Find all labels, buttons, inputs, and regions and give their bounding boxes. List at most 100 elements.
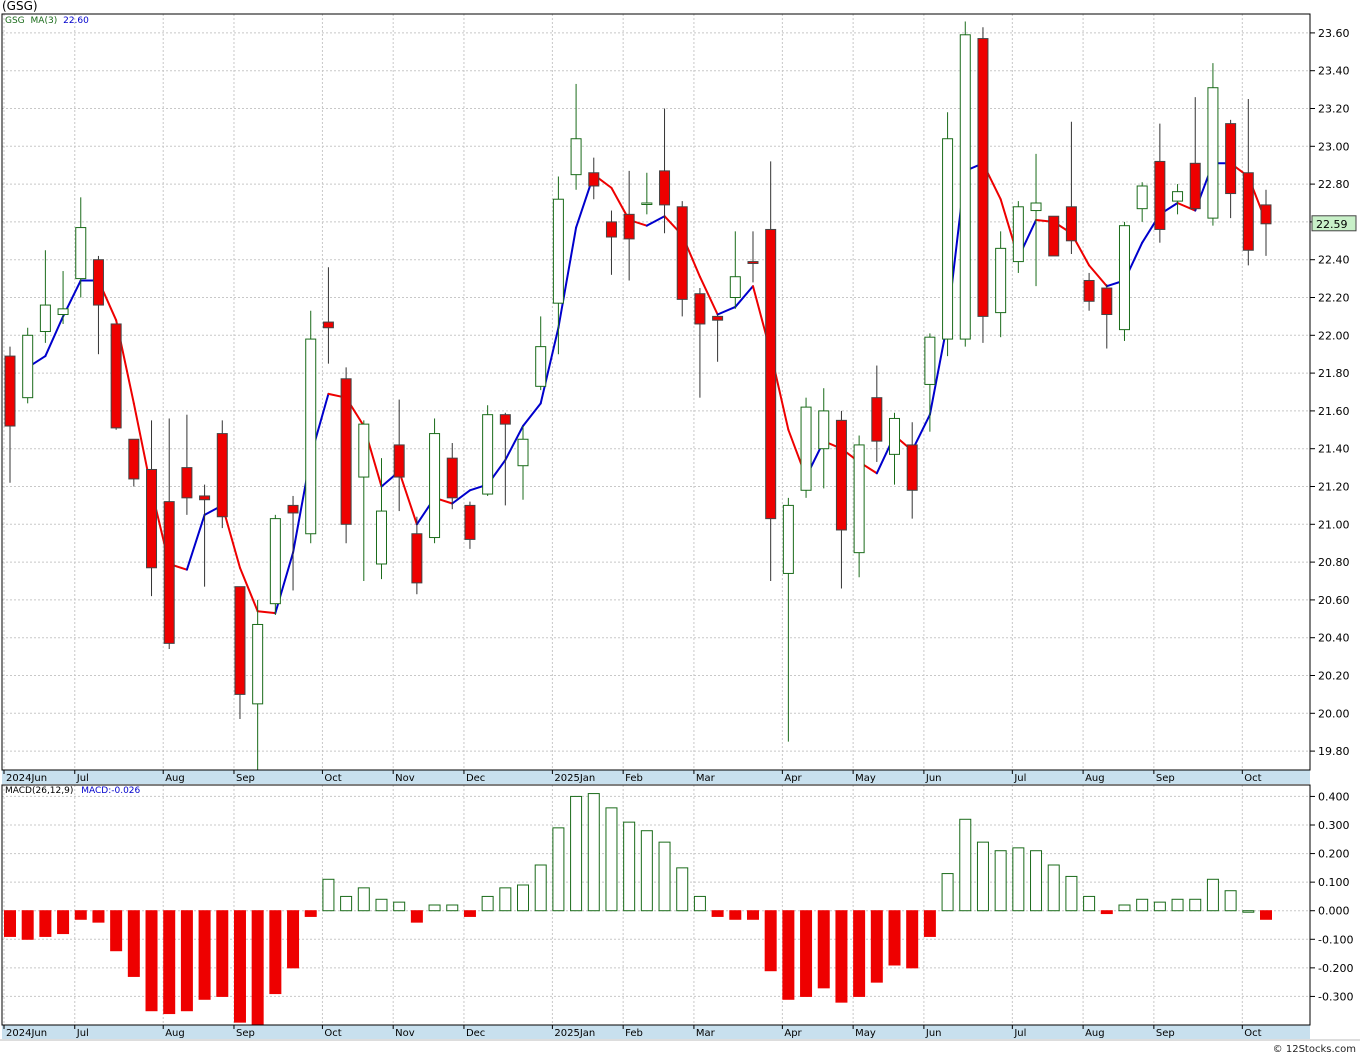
y-tick-label: 21.60 <box>1318 405 1350 418</box>
candle-body <box>570 138 582 176</box>
candle-body <box>375 510 387 565</box>
candle-body <box>446 457 458 499</box>
ma-segment <box>716 305 737 316</box>
x-tick-label: Sep <box>236 1028 255 1039</box>
candle-body <box>358 423 370 478</box>
y-tick-label: 20.00 <box>1318 707 1350 720</box>
macd-bar <box>287 910 300 969</box>
chart-title: (GSG) <box>2 0 38 13</box>
x-tick-label: Apr <box>784 773 802 784</box>
candle-body <box>252 623 264 705</box>
candle-body <box>517 438 529 467</box>
moving-average-line <box>26 162 1267 615</box>
macd-bars <box>4 793 1272 1026</box>
ma-segment <box>522 402 542 428</box>
candle-body <box>1172 191 1184 202</box>
candle-body <box>552 198 564 304</box>
last-price-badge: 22.59 <box>1311 215 1357 232</box>
candle-body <box>39 304 51 333</box>
ma-segment <box>398 470 418 526</box>
macd-bar <box>994 850 1007 912</box>
ma-segment <box>238 566 259 613</box>
y-tick-label: 22.00 <box>1318 329 1350 342</box>
candle-body <box>1260 204 1272 225</box>
x-tick-label: May <box>855 1028 876 1039</box>
candle-body <box>110 323 122 429</box>
candle-body <box>1154 160 1166 230</box>
y-tick-label: 0.100 <box>1318 876 1350 889</box>
macd-bar <box>941 873 954 912</box>
candle-body <box>393 444 405 478</box>
candle-body <box>269 518 281 605</box>
candle-body <box>234 586 246 695</box>
candle-body <box>199 495 211 501</box>
candle-body <box>694 293 706 325</box>
macd-bar <box>410 910 423 923</box>
price-x-axis: 2024Jun Jul Aug Sep Oct Nov Dec 2025Jan Feb Mar Ap… <box>2 770 1310 784</box>
candle-body <box>482 414 494 495</box>
candle-body <box>464 504 476 540</box>
macd-bar <box>976 841 989 912</box>
candle-body <box>623 213 635 240</box>
candle-body <box>782 504 794 574</box>
candle-body <box>499 414 511 425</box>
candle-body <box>1225 123 1237 195</box>
ma-segment <box>734 285 754 308</box>
ma-segment <box>1176 202 1197 212</box>
macd-bar <box>853 910 866 997</box>
x-tick-label: Mar <box>696 1028 716 1039</box>
y-tick-label: 20.40 <box>1318 632 1350 645</box>
candle-body <box>1118 225 1130 331</box>
macd-y-axis: -0.300 -0.200 -0.100 0.000 0.100 0.200 0.300 0.… <box>1310 790 1353 1003</box>
macd-bar <box>1224 890 1237 912</box>
x-tick-label: Jul <box>76 773 89 784</box>
x-tick-label: Feb <box>625 773 643 784</box>
macd-bar <box>623 821 636 912</box>
y-tick-label: 20.80 <box>1318 556 1350 569</box>
y-tick-label: 0.300 <box>1318 819 1350 832</box>
candle-body <box>340 378 352 525</box>
y-tick-label: 20.20 <box>1318 670 1350 683</box>
candle-body <box>924 336 936 385</box>
macd-bar <box>145 910 158 1012</box>
x-tick-label: Jul <box>76 1028 89 1039</box>
y-tick-label: 0.200 <box>1318 848 1350 861</box>
ma-segment <box>645 215 666 227</box>
candle-body <box>1012 206 1024 263</box>
macd-bar <box>1012 847 1025 912</box>
symbol-label: GSG <box>5 16 25 26</box>
x-tick-label: Dec <box>466 773 485 784</box>
candle-body <box>676 206 688 300</box>
candle-body <box>1207 87 1219 219</box>
macd-bar <box>1153 901 1166 912</box>
macd-bar <box>959 818 972 912</box>
macd-bar <box>676 867 689 912</box>
candle-body <box>4 355 16 427</box>
candle-body <box>535 346 547 387</box>
candle-body <box>322 321 334 329</box>
candle-body <box>605 221 617 238</box>
candle-body <box>1136 185 1148 210</box>
macd-bar <box>92 910 105 923</box>
ma-segment <box>451 489 471 505</box>
x-tick-label: Aug <box>165 773 185 784</box>
macd-bar <box>517 884 530 912</box>
candle-body <box>712 315 724 321</box>
y-tick-label: 22.80 <box>1318 178 1350 191</box>
x-tick-label: Nov <box>395 1028 415 1039</box>
candle-body <box>1048 215 1060 257</box>
macd-bar <box>1260 910 1272 920</box>
y-tick-label: -0.200 <box>1318 962 1353 975</box>
ma-segment <box>256 610 277 615</box>
price-grid <box>2 14 1310 770</box>
candle-body <box>835 419 847 531</box>
macd-bar <box>127 910 140 977</box>
candle-body <box>853 444 865 554</box>
panel-frames <box>0 13 1360 1041</box>
macd-bar <box>640 830 653 912</box>
last-price-badge-box <box>1311 215 1357 232</box>
macd-bar <box>499 887 512 912</box>
x-axis-band <box>2 770 1310 784</box>
macd-bar <box>375 898 388 912</box>
y-tick-label: -0.300 <box>1318 990 1353 1003</box>
